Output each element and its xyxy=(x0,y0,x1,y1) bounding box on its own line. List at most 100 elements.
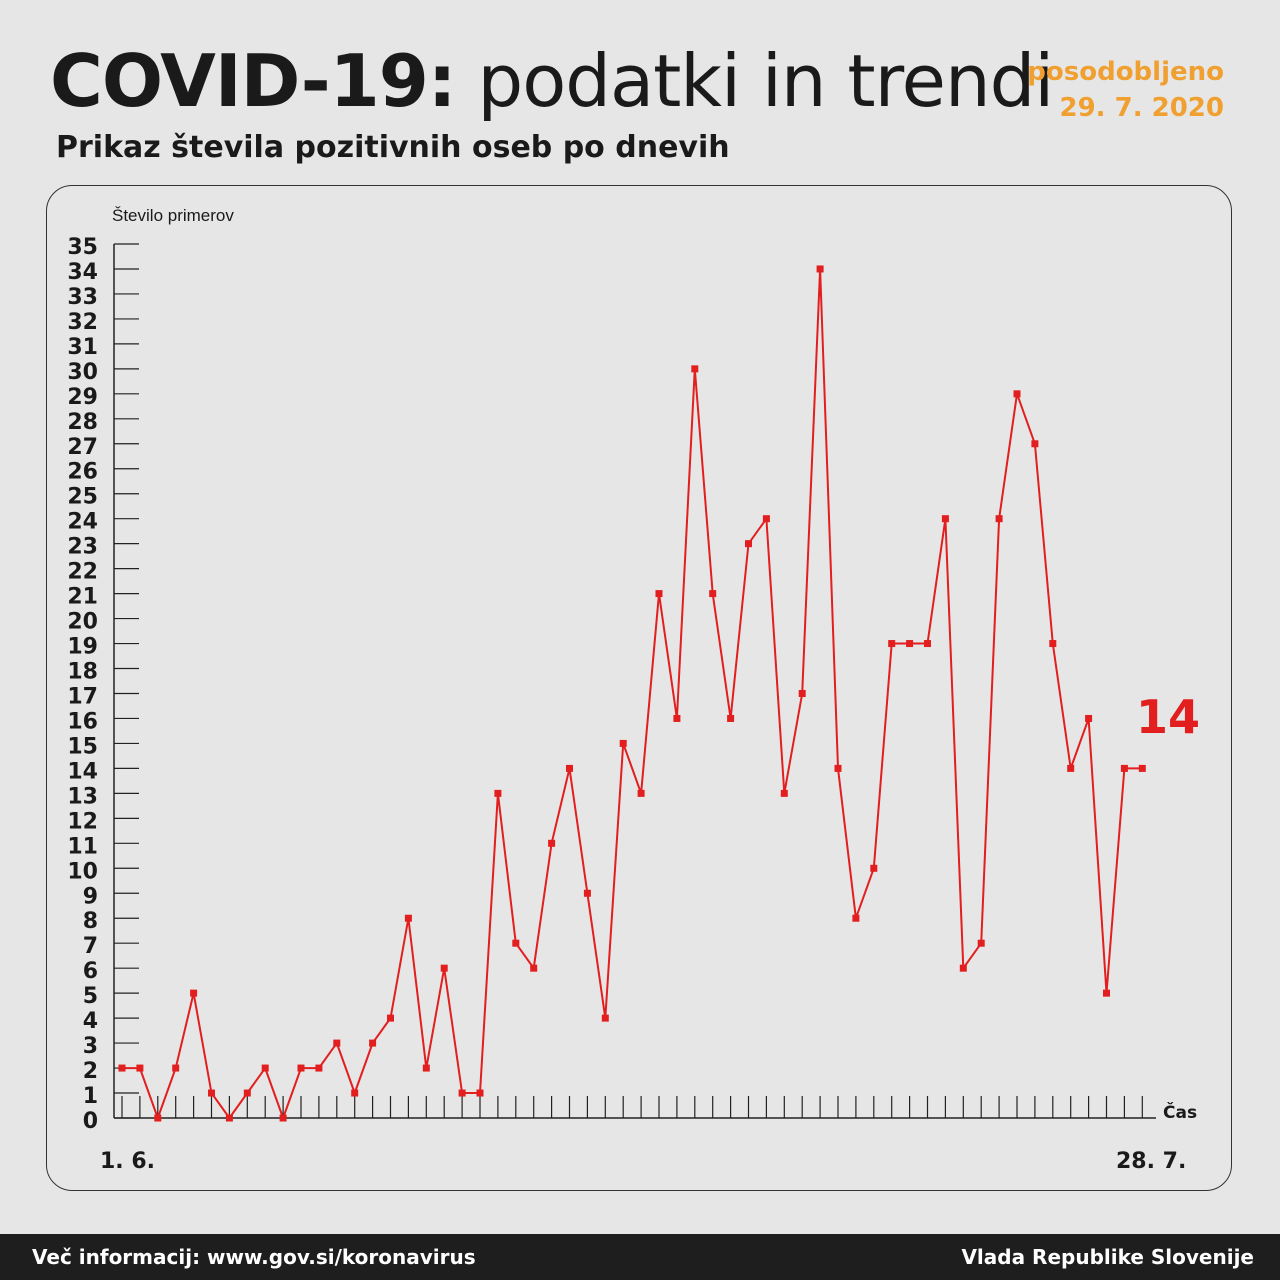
data-point xyxy=(154,1114,162,1122)
y-tick-label: 18 xyxy=(67,660,98,685)
data-point xyxy=(190,989,198,997)
y-tick-label: 30 xyxy=(67,360,98,385)
y-tick-label: 24 xyxy=(67,510,98,535)
y-tick-label: 6 xyxy=(83,959,98,984)
data-point xyxy=(208,1089,215,1097)
data-point xyxy=(422,1064,430,1072)
data-point xyxy=(709,590,717,598)
more-info-link[interactable]: Več informacij: www.gov.si/koronavirus xyxy=(32,1245,476,1269)
data-point xyxy=(924,640,931,648)
data-point xyxy=(136,1064,144,1072)
data-point xyxy=(1067,764,1075,772)
y-tick-label: 14 xyxy=(67,759,98,784)
data-point xyxy=(673,714,681,722)
y-tick-label: 19 xyxy=(67,635,98,660)
y-tick-label: 8 xyxy=(83,909,98,934)
data-point xyxy=(548,839,556,847)
data-point xyxy=(225,1114,233,1122)
y-tick-label: 17 xyxy=(67,684,98,709)
data-point xyxy=(261,1064,269,1072)
updated-date: 29. 7. 2020 xyxy=(1059,93,1225,123)
last-value-label: 14 xyxy=(1136,690,1200,744)
data-point xyxy=(387,1014,394,1022)
data-point xyxy=(745,540,752,548)
data-point xyxy=(941,515,949,523)
data-point xyxy=(404,914,412,922)
y-tick-label: 35 xyxy=(67,235,98,260)
page-title: COVID-19: podatki in trendi xyxy=(50,38,1055,124)
y-tick-label: 20 xyxy=(67,610,98,635)
chart-panel xyxy=(46,185,1232,1191)
data-point xyxy=(1031,440,1039,448)
data-point xyxy=(780,789,788,797)
data-point xyxy=(870,864,878,872)
data-point xyxy=(995,515,1003,523)
updated-label: posodobljeno xyxy=(1027,57,1224,87)
data-point xyxy=(655,590,663,598)
y-tick-label: 23 xyxy=(67,535,98,560)
data-point xyxy=(583,889,591,897)
y-tick-label: 0 xyxy=(83,1109,98,1134)
y-tick-label: 28 xyxy=(67,410,98,435)
y-tick-label: 31 xyxy=(67,335,98,360)
data-point xyxy=(798,689,806,697)
data-point xyxy=(601,1014,609,1022)
footer-bar: Več informacij: www.gov.si/koronavirus V… xyxy=(0,1234,1280,1280)
data-point xyxy=(297,1064,305,1072)
data-point xyxy=(476,1089,484,1097)
y-tick-label: 9 xyxy=(83,884,98,909)
data-point xyxy=(458,1089,466,1097)
y-tick-label: 32 xyxy=(67,310,98,335)
y-tick-label: 4 xyxy=(83,1009,98,1034)
data-point xyxy=(619,739,627,747)
title-bold: COVID-19: xyxy=(50,39,457,123)
series-line xyxy=(122,268,1143,1121)
data-point xyxy=(888,640,896,648)
title-light: podatki in trendi xyxy=(477,39,1055,123)
y-tick-label: 16 xyxy=(67,709,98,734)
data-point xyxy=(512,939,520,947)
data-point xyxy=(691,365,699,373)
y-tick-label: 15 xyxy=(67,734,98,759)
y-tick-label: 5 xyxy=(83,984,98,1009)
y-tick-label: 13 xyxy=(67,784,98,809)
data-point xyxy=(1013,390,1021,398)
data-point xyxy=(333,1039,341,1047)
y-tick-label: 11 xyxy=(67,834,98,859)
y-tick-label: 2 xyxy=(83,1059,98,1084)
data-point xyxy=(494,789,502,797)
updated-info: posodobljeno 29. 7. 2020 xyxy=(1027,54,1224,126)
data-point xyxy=(566,764,573,772)
data-point xyxy=(1138,764,1146,772)
y-tick-label: 22 xyxy=(67,560,98,585)
x-start-label: 1. 6. xyxy=(100,1149,155,1174)
y-axis-title: Število primerov xyxy=(112,206,234,225)
data-point xyxy=(1049,640,1057,648)
data-point xyxy=(172,1064,180,1072)
data-point xyxy=(816,265,824,273)
x-end-label: 28. 7. xyxy=(1116,1149,1186,1174)
data-point xyxy=(530,964,538,972)
data-point xyxy=(118,1064,126,1072)
data-point xyxy=(351,1089,359,1097)
data-point xyxy=(637,789,645,797)
y-tick-label: 21 xyxy=(67,585,98,610)
data-point xyxy=(315,1064,323,1072)
data-point xyxy=(1085,714,1093,722)
data-point xyxy=(977,939,985,947)
y-tick-label: 33 xyxy=(67,285,98,310)
data-point xyxy=(1103,989,1110,997)
y-tick-label: 26 xyxy=(67,460,98,485)
y-tick-label: 7 xyxy=(83,934,98,959)
y-tick-label: 12 xyxy=(67,809,98,834)
data-point xyxy=(243,1089,251,1097)
government-credit: Vlada Republike Slovenije xyxy=(961,1245,1254,1269)
y-tick-label: 27 xyxy=(67,435,98,460)
y-tick-label: 10 xyxy=(67,859,98,884)
y-tick-label: 1 xyxy=(83,1084,98,1109)
chart-subtitle: Prikaz števila pozitivnih oseb po dnevih xyxy=(56,130,730,165)
data-point xyxy=(959,964,967,972)
y-tick-label: 3 xyxy=(83,1034,98,1059)
y-tick-label: 29 xyxy=(67,385,98,410)
